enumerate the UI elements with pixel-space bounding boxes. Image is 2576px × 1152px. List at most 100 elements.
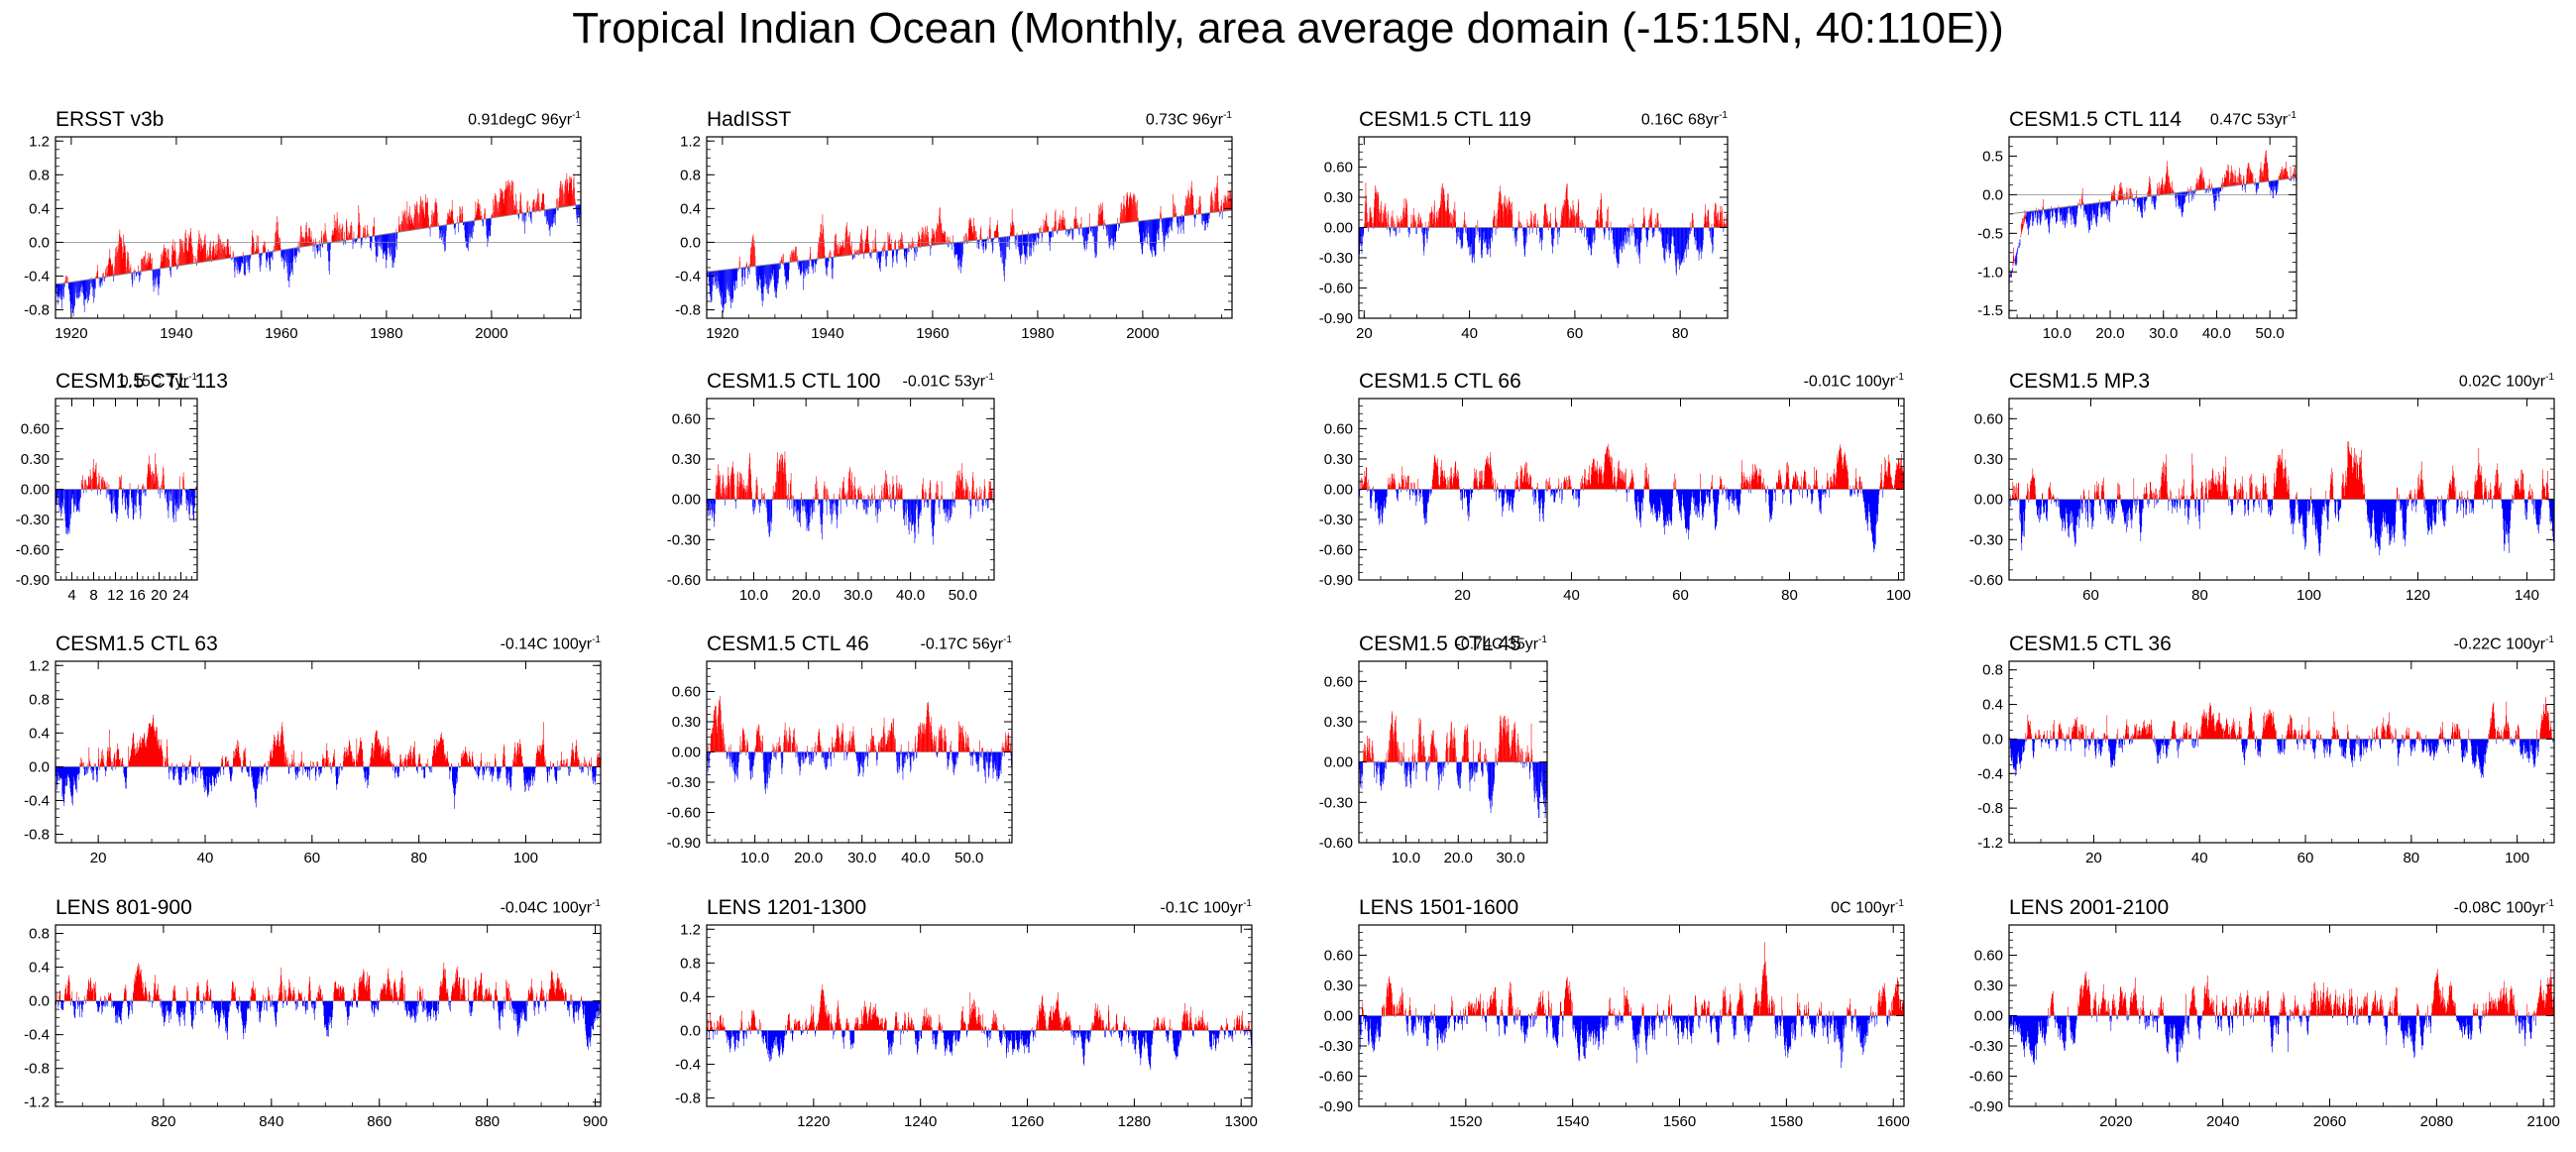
positive-anomaly-bar bbox=[228, 247, 230, 259]
negative-anomaly-bar bbox=[1681, 227, 1683, 264]
negative-anomaly-bar bbox=[174, 489, 175, 506]
negative-anomaly-bar bbox=[948, 243, 949, 248]
positive-anomaly-bar bbox=[845, 225, 847, 256]
positive-anomaly-bar bbox=[336, 211, 338, 242]
positive-anomaly-bar bbox=[2248, 163, 2250, 184]
negative-anomaly-bar bbox=[81, 280, 83, 287]
negative-anomaly-bar bbox=[2060, 207, 2061, 216]
positive-anomaly-bar bbox=[910, 245, 911, 249]
positive-anomaly-bar bbox=[763, 493, 765, 500]
positive-anomaly-bar bbox=[141, 259, 143, 272]
negative-anomaly-bar bbox=[835, 499, 836, 505]
positive-anomaly-bar bbox=[818, 241, 819, 260]
positive-anomaly-bar bbox=[839, 494, 840, 500]
negative-anomaly-bar bbox=[68, 282, 70, 290]
negative-anomaly-bar bbox=[88, 279, 90, 296]
negative-anomaly-bar bbox=[1164, 218, 1165, 252]
negative-anomaly-bar bbox=[2257, 182, 2259, 190]
positive-anomaly-bar bbox=[898, 493, 899, 500]
negative-anomaly-bar bbox=[2047, 209, 2048, 218]
negative-anomaly-bar bbox=[1459, 227, 1461, 241]
negative-anomaly-bar bbox=[832, 499, 834, 505]
positive-anomaly-bar bbox=[508, 183, 510, 216]
positive-anomaly-bar bbox=[535, 202, 536, 212]
negative-anomaly-bar bbox=[1116, 223, 1117, 231]
negative-anomaly-bar bbox=[785, 262, 786, 277]
positive-anomaly-bar bbox=[182, 240, 184, 266]
negative-anomaly-bar bbox=[1693, 227, 1695, 237]
negative-anomaly-bar bbox=[785, 262, 787, 282]
positive-anomaly-bar bbox=[1402, 211, 1403, 228]
negative-anomaly-bar bbox=[984, 239, 986, 243]
negative-anomaly-bar bbox=[74, 282, 75, 307]
negative-anomaly-bar bbox=[2048, 208, 2050, 233]
negative-anomaly-bar bbox=[713, 499, 715, 513]
negative-anomaly-bar bbox=[2145, 196, 2147, 202]
negative-anomaly-bar bbox=[1031, 233, 1032, 257]
positive-anomaly-bar bbox=[989, 225, 990, 239]
y-tick-label: 0.4 bbox=[680, 200, 701, 217]
negative-anomaly-bar bbox=[1164, 218, 1166, 247]
negative-anomaly-bar bbox=[65, 489, 67, 534]
positive-anomaly-bar bbox=[196, 485, 197, 490]
negative-anomaly-bar bbox=[875, 499, 876, 508]
positive-anomaly-bar bbox=[1431, 211, 1433, 228]
positive-anomaly-bar bbox=[861, 229, 862, 254]
negative-anomaly-bar bbox=[126, 489, 128, 498]
positive-anomaly-bar bbox=[796, 246, 797, 262]
positive-anomaly-bar bbox=[841, 245, 842, 257]
positive-anomaly-bar bbox=[572, 194, 573, 206]
positive-anomaly-bar bbox=[140, 270, 141, 272]
positive-anomaly-bar bbox=[849, 231, 850, 256]
negative-anomaly-bar bbox=[186, 489, 187, 512]
negative-anomaly-bar bbox=[2038, 210, 2039, 218]
positive-anomaly-bar bbox=[875, 229, 876, 253]
positive-anomaly-bar bbox=[542, 193, 544, 210]
positive-anomaly-bar bbox=[824, 485, 825, 500]
positive-anomaly-bar bbox=[1123, 204, 1124, 223]
positive-anomaly-bar bbox=[564, 192, 565, 207]
negative-anomaly-bar bbox=[2220, 186, 2221, 191]
negative-anomaly-bar bbox=[1083, 227, 1085, 250]
positive-anomaly-bar bbox=[894, 241, 896, 250]
negative-anomaly-bar bbox=[2214, 187, 2215, 211]
negative-anomaly-bar bbox=[1587, 227, 1589, 245]
positive-anomaly-bar bbox=[742, 485, 743, 500]
positive-anomaly-bar bbox=[308, 227, 310, 246]
negative-anomaly-bar bbox=[1475, 227, 1476, 239]
negative-anomaly-bar bbox=[75, 489, 77, 506]
positive-anomaly-bar bbox=[1188, 191, 1189, 216]
positive-anomaly-bar bbox=[479, 208, 480, 220]
negative-anomaly-bar bbox=[1478, 227, 1480, 243]
positive-anomaly-bar bbox=[1527, 226, 1529, 228]
positive-anomaly-bar bbox=[120, 237, 122, 275]
positive-anomaly-bar bbox=[795, 246, 796, 262]
positive-anomaly-bar bbox=[1222, 202, 1224, 212]
negative-anomaly-bar bbox=[74, 489, 76, 508]
negative-anomaly-bar bbox=[374, 235, 376, 241]
negative-anomaly-bar bbox=[2054, 208, 2055, 212]
positive-anomaly-bar bbox=[718, 464, 720, 500]
positive-anomaly-bar bbox=[1371, 217, 1373, 228]
negative-anomaly-bar bbox=[550, 208, 551, 228]
positive-anomaly-bar bbox=[1445, 207, 1447, 228]
positive-anomaly-bar bbox=[895, 495, 897, 500]
negative-anomaly-bar bbox=[468, 221, 469, 252]
positive-anomaly-bar bbox=[776, 462, 778, 500]
negative-anomaly-bar bbox=[1646, 227, 1648, 243]
positive-anomaly-bar bbox=[185, 229, 186, 265]
positive-anomaly-bar bbox=[1602, 218, 1603, 228]
negative-anomaly-bar bbox=[2041, 209, 2042, 222]
positive-anomaly-bar bbox=[1597, 209, 1599, 228]
positive-anomaly-bar bbox=[1567, 199, 1569, 228]
negative-anomaly-bar bbox=[2016, 252, 2017, 266]
positive-anomaly-bar bbox=[841, 490, 842, 500]
negative-anomaly-bar bbox=[489, 218, 491, 231]
negative-anomaly-bar bbox=[82, 489, 84, 494]
negative-anomaly-bar bbox=[1608, 227, 1610, 231]
negative-anomaly-bar bbox=[1219, 211, 1221, 215]
positive-anomaly-bar bbox=[342, 223, 343, 241]
positive-anomaly-bar bbox=[1012, 222, 1014, 236]
positive-anomaly-bar bbox=[1120, 212, 1121, 224]
negative-anomaly-bar bbox=[1615, 227, 1617, 250]
